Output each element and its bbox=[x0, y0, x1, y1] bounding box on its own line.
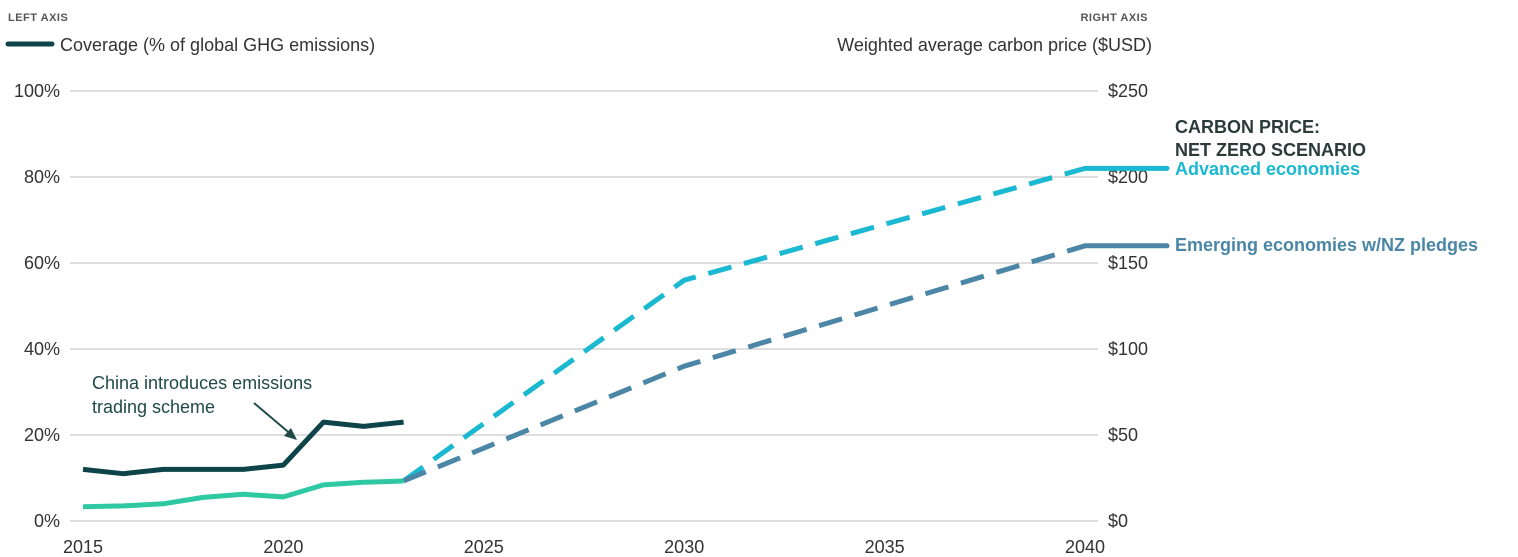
left-tick-label: 0% bbox=[34, 511, 60, 531]
china-annotation-arrow bbox=[253, 402, 294, 437]
x-tick-label: 2035 bbox=[865, 537, 905, 557]
right-tick-label: $0 bbox=[1108, 511, 1128, 531]
emerging-economies-label: Emerging economies w/NZ pledges bbox=[1175, 235, 1478, 255]
right-tick-label: $50 bbox=[1108, 425, 1138, 445]
x-tick-label: 2040 bbox=[1065, 537, 1105, 557]
x-tick-label: 2025 bbox=[464, 537, 504, 557]
left-tick-label: 100% bbox=[14, 81, 60, 101]
x-tick-label: 2020 bbox=[263, 537, 303, 557]
gridlines bbox=[70, 90, 1098, 522]
left-tick-label: 20% bbox=[24, 425, 60, 445]
right-tick-label: $100 bbox=[1108, 339, 1148, 359]
left-tick-label: 60% bbox=[24, 253, 60, 273]
historical-price-line bbox=[82, 478, 404, 510]
left-axis: 0% 20% 40% 60% 80% 100% bbox=[14, 81, 60, 531]
right-axis: $0 $50 $100 $150 $200 $250 bbox=[1108, 81, 1148, 531]
x-tick-label: 2030 bbox=[664, 537, 704, 557]
coverage-line bbox=[82, 419, 404, 477]
x-tick-label: 2015 bbox=[63, 537, 103, 557]
emerging-economies-line bbox=[402, 243, 1086, 484]
right-tick-label: $200 bbox=[1108, 167, 1148, 187]
scenario-heading-line1: CARBON PRICE: bbox=[1175, 117, 1320, 137]
china-annotation-line1: China introduces emissions bbox=[92, 373, 312, 393]
left-axis-legend-label: Coverage (% of global GHG emissions) bbox=[60, 35, 375, 55]
scenario-heading-line2: NET ZERO SCENARIO bbox=[1175, 140, 1366, 160]
right-tick-label: $250 bbox=[1108, 81, 1148, 101]
left-tick-label: 80% bbox=[24, 167, 60, 187]
left-tick-label: 40% bbox=[24, 339, 60, 359]
advanced-economies-line bbox=[402, 165, 1086, 483]
china-annotation-arrowhead bbox=[284, 428, 297, 440]
left-axis-tag: LEFT AXIS bbox=[8, 12, 68, 24]
right-axis-legend-label: Weighted average carbon price ($USD) bbox=[837, 35, 1152, 55]
right-axis-tag: RIGHT AXIS bbox=[1080, 12, 1148, 24]
china-annotation-line2: trading scheme bbox=[92, 397, 215, 417]
right-tick-label: $150 bbox=[1108, 253, 1148, 273]
x-axis: 2015 2020 2025 2030 2035 2040 bbox=[63, 537, 1105, 557]
series-lines bbox=[82, 165, 1170, 510]
advanced-economies-label: Advanced economies bbox=[1175, 159, 1360, 179]
